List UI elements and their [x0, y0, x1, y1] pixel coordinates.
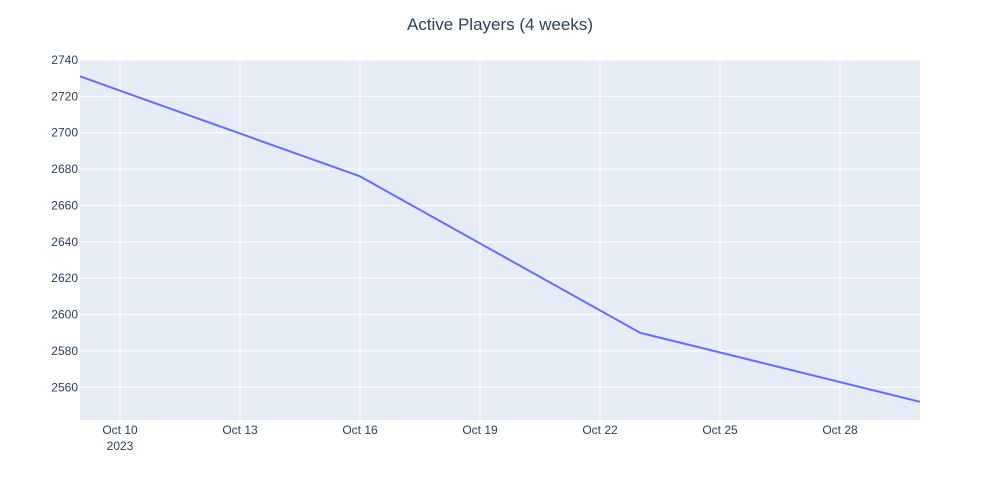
y-tick-label: 2560: [51, 380, 78, 394]
y-tick-label: 2700: [51, 126, 78, 140]
y-tick-label: 2740: [51, 53, 78, 67]
series-group: [79, 75, 921, 403]
y-axis-ticks: 2560 2580 2600 2620 2640 2660 2680 2700 2720 2740: [51, 53, 78, 394]
y-tick-label: 2640: [51, 235, 78, 249]
chart-title: Active Players (4 weeks): [407, 15, 593, 34]
x-tick-label: Oct 16: [342, 423, 378, 437]
y-tick-label: 2720: [51, 89, 78, 103]
y-tick-label: 2680: [51, 162, 78, 176]
x-tick-label: Oct 28: [822, 423, 858, 437]
x-tick-label: Oct 19: [462, 423, 498, 437]
plot-area: [80, 60, 920, 420]
y-tick-label: 2600: [51, 308, 78, 322]
x-tick-label: Oct 25: [702, 423, 738, 437]
series-line: [79, 75, 921, 403]
y-tick-label: 2580: [51, 344, 78, 358]
y-tick-label: 2660: [51, 198, 78, 212]
x-tick-label: Oct 13: [222, 423, 258, 437]
x-tick-label: Oct 10: [102, 423, 138, 437]
y-tick-label: 2620: [51, 271, 78, 285]
x-tick-year-label: 2023: [107, 439, 134, 453]
x-axis-ticks: Oct 10 2023 Oct 13 Oct 16 Oct 19 Oct 22 Oct 25…: [102, 423, 858, 453]
x-tick-label: Oct 22: [582, 423, 618, 437]
gridlines: [80, 59, 920, 420]
